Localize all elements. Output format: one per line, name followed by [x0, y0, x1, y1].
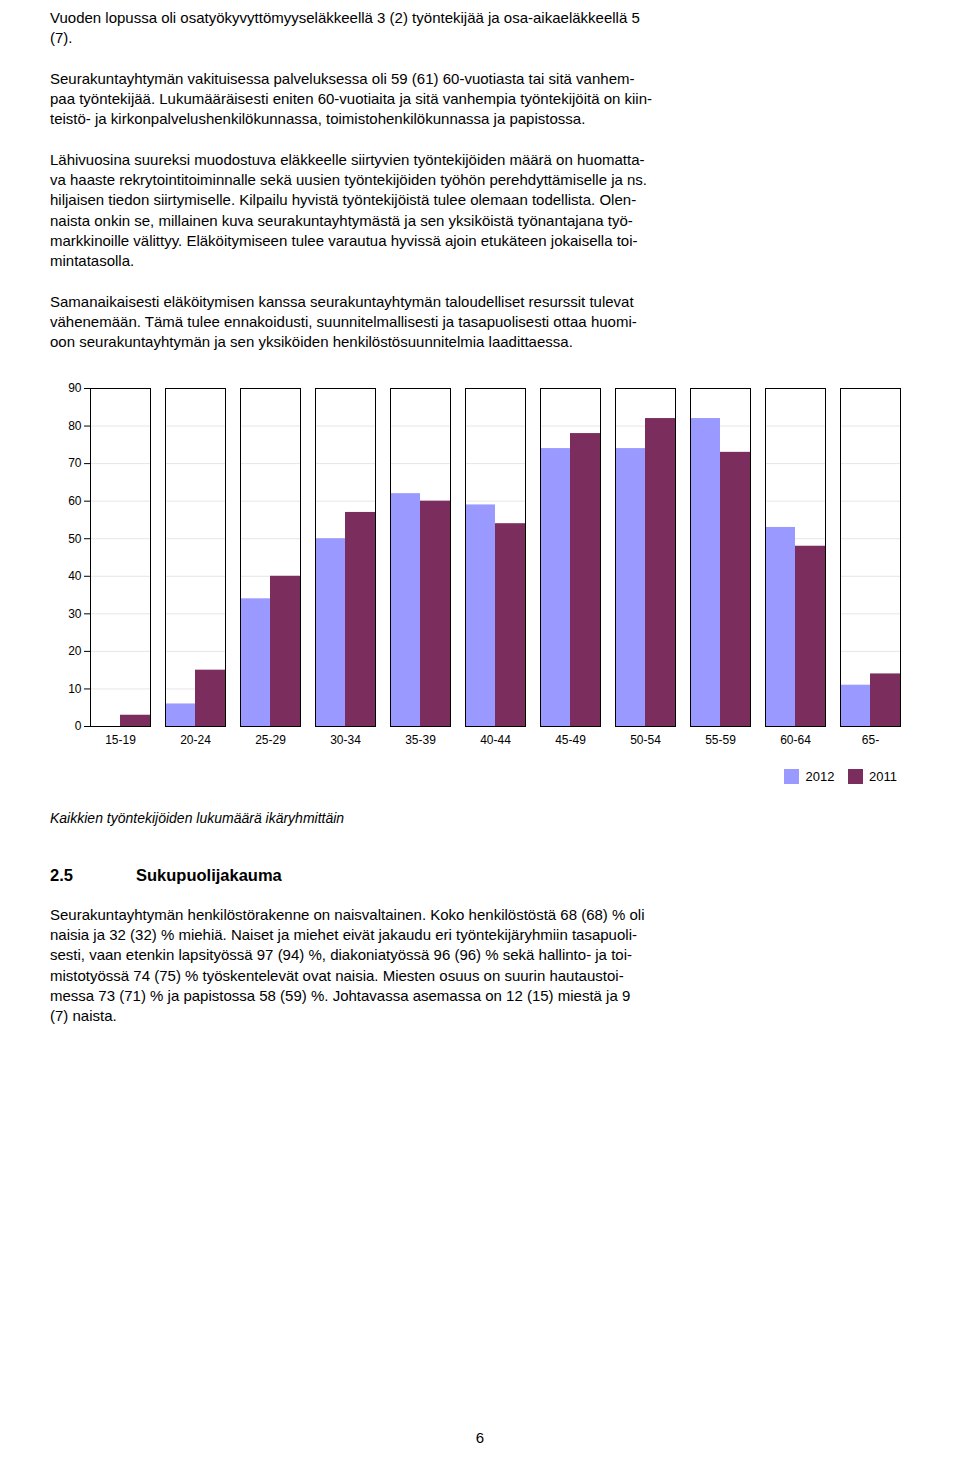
svg-text:30: 30 — [68, 607, 82, 621]
svg-text:90: 90 — [68, 382, 82, 396]
svg-text:40-44: 40-44 — [480, 733, 511, 747]
html-text:6: 6 — [475, 1429, 485, 1446]
html-text:Sukupuolijakauma: Sukupuolijakauma — [136, 865, 282, 884]
svg-text:50: 50 — [68, 532, 82, 546]
svg-text:50-54: 50-54 — [630, 733, 661, 747]
svg-text:70: 70 — [68, 457, 82, 471]
svg-text:45-49: 45-49 — [555, 733, 586, 747]
html-text:2012: 2012 — [805, 769, 835, 785]
html-text:2.5: 2.5 — [50, 865, 73, 884]
svg-text:65-: 65- — [862, 733, 879, 747]
svg-text:60: 60 — [68, 494, 82, 508]
svg-text:60-64: 60-64 — [780, 733, 811, 747]
html-text:Vuoden lopussa oli osatyökyvyt: Vuoden lopussa oli osatyökyvyttömyyseläk… — [50, 9, 652, 350]
svg-text:0: 0 — [75, 720, 82, 734]
svg-text:20: 20 — [68, 644, 82, 658]
svg-text:15-19: 15-19 — [105, 733, 136, 747]
svg-text:35-39: 35-39 — [405, 733, 436, 747]
svg-text:40: 40 — [68, 569, 82, 583]
svg-text:20-24: 20-24 — [180, 733, 211, 747]
svg-text:55-59: 55-59 — [705, 733, 736, 747]
svg-text:25-29: 25-29 — [255, 733, 286, 747]
html-text:2011: 2011 — [869, 769, 897, 785]
svg-text:80: 80 — [68, 419, 82, 433]
svg-text:10: 10 — [68, 682, 82, 696]
svg-text:30-34: 30-34 — [330, 733, 361, 747]
html-text:Kaikkien työntekijöiden lukumä: Kaikkien työntekijöiden lukumäärä ikäryh… — [50, 809, 345, 826]
html-text:Seurakuntayhtymän henkilöstöra: Seurakuntayhtymän henkilöstörakenne on n… — [50, 905, 645, 1024]
